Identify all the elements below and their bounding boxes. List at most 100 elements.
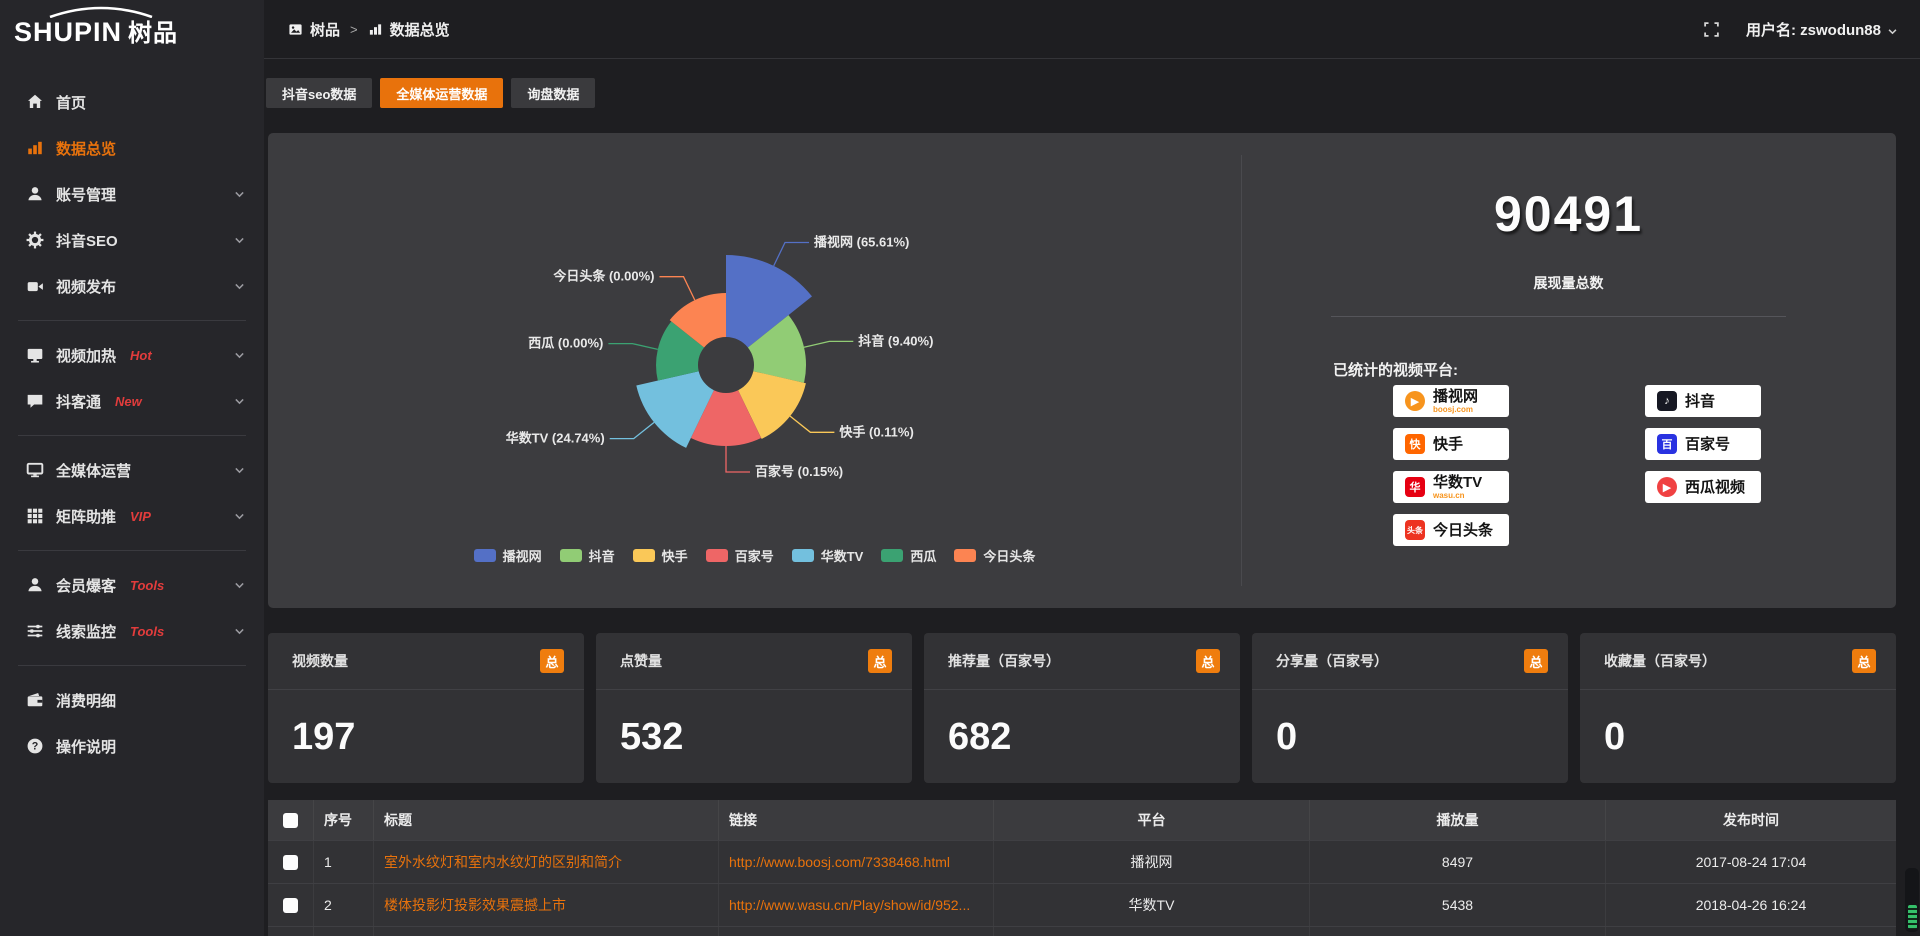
row-cell [268, 927, 314, 936]
sidebar-item-video-publish[interactable]: 视频发布 [0, 263, 264, 309]
row-views: 5438 [1310, 884, 1606, 926]
row-title-link[interactable]: 室外水纹灯和室内水纹灯的区别和简介 [384, 854, 622, 870]
sidebar-item-label: 抖音SEO [56, 232, 118, 250]
pie-slice-4[interactable] [636, 371, 714, 448]
total-badge: 总 [868, 649, 892, 673]
stat-card-value: 197 [292, 716, 356, 758]
pie-slice-5[interactable] [656, 321, 705, 381]
sidebar-item-douyin-seo[interactable]: 抖音SEO [0, 217, 264, 263]
platform-logo-百家号: 百百家号 [1645, 428, 1761, 460]
pie-slice-2[interactable] [738, 371, 806, 439]
user-menu[interactable]: 用户名: zswodun88 [1746, 19, 1898, 40]
total-badge: 总 [1524, 649, 1548, 673]
pie-slice-3[interactable] [690, 390, 762, 447]
svg-text:?: ? [32, 741, 39, 753]
platform-icon: 快 [1405, 434, 1425, 454]
stat-card-like-count: 点赞量 总 532 [596, 633, 912, 783]
pie-label-line-1 [803, 340, 854, 348]
select-all-checkbox[interactable] [283, 812, 298, 828]
scrollbar-widget[interactable] [1905, 868, 1919, 932]
row-checkbox[interactable] [283, 854, 298, 870]
row-url-link: http://www.wasu.cn/Play/show/id/952... [719, 884, 994, 926]
row-title-link[interactable]: 楼体投影灯投影效果震撼上市 [384, 897, 566, 913]
legend-item-5[interactable]: 西瓜 [881, 546, 936, 565]
table-header-cell: 标题 [374, 800, 719, 840]
pie-slice-1[interactable] [747, 315, 806, 383]
row-cell [719, 927, 994, 936]
breadcrumb-item-shupin[interactable]: 树品 [288, 19, 340, 40]
breadcrumb-item-data-overview[interactable]: 数据总览 [368, 19, 450, 40]
row-checkbox[interactable] [283, 897, 298, 913]
table-header-cell: 发布时间 [1723, 812, 1779, 828]
panel-divider [1241, 155, 1242, 586]
sidebar-item-douketong[interactable]: 抖客通 New [0, 378, 264, 424]
row-views: 8497 [1441, 854, 1474, 870]
row-cell [314, 927, 374, 936]
sidebar-item-label: 首页 [56, 94, 87, 112]
fullscreen-icon[interactable] [1703, 21, 1720, 38]
sidebar-item-badge: Hot [130, 347, 152, 363]
sidebar-menu: 首页数据总览账号管理抖音SEO 视频发布视频加热 Hot 抖客通 New 全媒体运营 矩阵助… [0, 79, 264, 769]
stat-cards-row: 视频数量总 197 点赞量总 532 推荐量（百家号）总 682 分享量（百家号）总 0 收藏量… [268, 633, 1896, 783]
platform-name: 百家号 [1685, 435, 1731, 453]
row-index: 2 [314, 884, 374, 926]
legend-item-2[interactable]: 快手 [632, 546, 688, 565]
chevron-down-icon [233, 188, 246, 201]
platform-icon: ▶ [1657, 477, 1677, 497]
pie-slice-6[interactable] [669, 293, 726, 348]
sidebar-item-data-overview[interactable]: 数据总览 [0, 125, 264, 171]
platform-name: 今日头条 [1433, 521, 1494, 539]
legend-label: 快手 [661, 549, 688, 564]
row-url-link[interactable]: http://www.boosj.com/7338468.html [729, 854, 951, 870]
videos-table: 序号 标题 链接 平台 播放量 发布时间 1 室外水纹灯和室内水纹灯的区别和简介 http://… [268, 800, 1896, 936]
row-platform: 华数TV [994, 884, 1310, 926]
legend-item-4[interactable]: 华数TV [791, 546, 863, 565]
sidebar-item-media-operation[interactable]: 全媒体运营 [0, 447, 264, 493]
user-icon [26, 576, 44, 594]
stat-card-header: 视频数量 总 [268, 633, 584, 690]
sidebar-item-account-manage[interactable]: 账号管理 [0, 171, 264, 217]
legend-label: 抖音 [588, 549, 615, 564]
table-row: 1 室外水纹灯和室内水纹灯的区别和简介 http://www.boosj.com/7… [268, 840, 1896, 883]
row-url-link[interactable]: http://www.wasu.cn/Play/show/id/952... [729, 897, 971, 913]
tab-douyin-seo-data[interactable]: 抖音seo数据 [266, 78, 373, 108]
legend-item-0[interactable]: 播视网 [473, 546, 542, 565]
sidebar-item-lead-monitor[interactable]: 线索监控 Tools [0, 608, 264, 654]
stat-card-video-count: 视频数量 总 197 [268, 633, 584, 783]
sidebar-item-home[interactable]: 首页 [0, 79, 264, 125]
pie-label-4: 华数TV (24.74%) [506, 431, 605, 446]
platform-name: 播视网 boosj.com [1433, 387, 1479, 414]
sidebar-item-member-baoke[interactable]: 会员爆客 Tools [0, 562, 264, 608]
sidebar-item-label: 账号管理 [56, 186, 117, 204]
tab-inquiry-data[interactable]: 询盘数据 [511, 78, 596, 108]
row-index: 1 [314, 841, 374, 883]
legend-swatch [954, 549, 977, 562]
user-icon [26, 185, 44, 203]
row-checkbox-cell [268, 841, 314, 883]
sidebar-item-badge: VIP [130, 508, 151, 524]
chevron-down-icon [233, 349, 246, 362]
sidebar-item-video-heat[interactable]: 视频加热 Hot [0, 332, 264, 378]
table-header-cell: 链接 [719, 800, 994, 840]
total-badge: 总 [1196, 649, 1220, 673]
logo-arc-icon [49, 6, 153, 18]
legend-item-6[interactable]: 今日头条 [954, 546, 1035, 565]
pie-label-line-0 [773, 241, 809, 267]
sidebar: SHUPIN 树品 首页 数据总览 账号管理 抖音SEO 视频发布 视频加热 Hot 抖客通 Ne… [0, 0, 264, 936]
chart-bars-icon [368, 22, 383, 37]
total-badge: 总 [540, 649, 564, 673]
sidebar-item-operation-guide[interactable]: ? 操作说明 [0, 723, 264, 769]
tab-media-operation-data[interactable]: 全媒体运营数据 [380, 78, 504, 108]
table-header-row: 序号 标题 链接 平台 播放量 发布时间 [268, 800, 1896, 840]
legend-item-3[interactable]: 百家号 [705, 546, 774, 565]
sidebar-item-matrix-boost[interactable]: 矩阵助推 VIP [0, 493, 264, 539]
table-header-cell: 平台 [994, 800, 1310, 840]
legend-item-1[interactable]: 抖音 [559, 546, 615, 565]
chevron-down-icon [233, 280, 246, 293]
logo-brand-cjk: 树品 [128, 20, 179, 47]
sidebar-item-consume-detail[interactable]: 消费明细 [0, 677, 264, 723]
pie-slice-0[interactable] [726, 255, 812, 348]
legend-swatch [791, 549, 814, 562]
sidebar-divider [18, 665, 246, 666]
sidebar-item-label: 线索监控 [56, 623, 117, 641]
